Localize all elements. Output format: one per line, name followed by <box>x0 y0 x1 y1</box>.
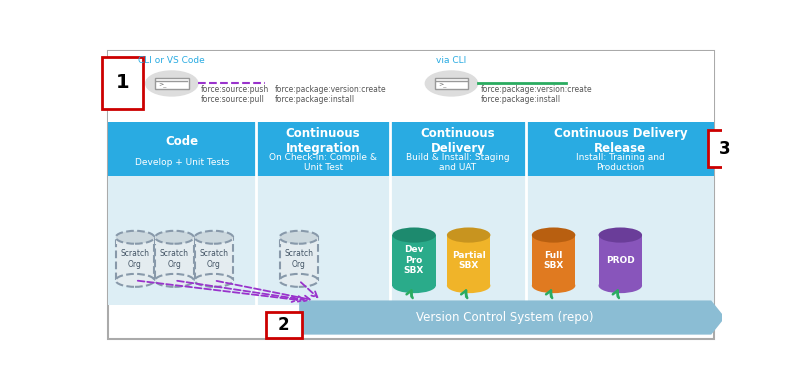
FancyBboxPatch shape <box>532 235 575 286</box>
FancyBboxPatch shape <box>526 176 715 305</box>
Text: Scratch
Org: Scratch Org <box>284 249 314 269</box>
FancyBboxPatch shape <box>526 122 715 176</box>
FancyBboxPatch shape <box>155 78 188 89</box>
Ellipse shape <box>447 227 490 243</box>
Text: Partial
SBX: Partial SBX <box>452 251 485 270</box>
Ellipse shape <box>532 227 575 243</box>
FancyBboxPatch shape <box>447 235 490 243</box>
FancyBboxPatch shape <box>532 235 575 243</box>
Text: Continuous
Delivery: Continuous Delivery <box>421 127 496 156</box>
FancyBboxPatch shape <box>708 130 740 168</box>
Text: Scratch
Org: Scratch Org <box>160 249 189 269</box>
Text: 1: 1 <box>115 73 129 92</box>
FancyBboxPatch shape <box>107 51 715 339</box>
Text: 3: 3 <box>719 140 730 158</box>
FancyBboxPatch shape <box>390 176 526 305</box>
Ellipse shape <box>598 278 642 293</box>
Ellipse shape <box>280 231 318 244</box>
Text: force:package:version:create
force:package:install: force:package:version:create force:packa… <box>274 85 386 104</box>
Text: Scratch
Org: Scratch Org <box>120 249 149 269</box>
FancyBboxPatch shape <box>257 176 390 305</box>
Text: via CLI: via CLI <box>436 56 467 65</box>
FancyBboxPatch shape <box>115 237 154 280</box>
FancyBboxPatch shape <box>155 237 194 280</box>
Ellipse shape <box>280 274 318 287</box>
FancyBboxPatch shape <box>447 235 490 286</box>
FancyBboxPatch shape <box>195 237 233 244</box>
FancyBboxPatch shape <box>155 237 194 244</box>
Text: Dev
Pro
SBX: Dev Pro SBX <box>404 245 424 275</box>
Ellipse shape <box>155 231 194 244</box>
Text: Continuous
Integration: Continuous Integration <box>286 127 360 156</box>
Ellipse shape <box>195 231 233 244</box>
Circle shape <box>146 71 198 96</box>
Ellipse shape <box>392 227 435 243</box>
Text: Develop + Unit Tests: Develop + Unit Tests <box>135 158 229 167</box>
Text: >_: >_ <box>439 82 447 87</box>
FancyBboxPatch shape <box>107 51 715 122</box>
FancyBboxPatch shape <box>102 57 143 109</box>
FancyBboxPatch shape <box>195 237 233 280</box>
Ellipse shape <box>115 274 154 287</box>
Text: Install: Training and
Production: Install: Training and Production <box>576 152 665 172</box>
Text: Full
SBX: Full SBX <box>544 251 564 270</box>
Text: PROD: PROD <box>606 256 634 265</box>
FancyBboxPatch shape <box>265 312 302 338</box>
Text: Scratch
Org: Scratch Org <box>200 249 229 269</box>
FancyBboxPatch shape <box>107 122 257 176</box>
Text: Continuous Delivery
Release: Continuous Delivery Release <box>553 127 687 156</box>
Ellipse shape <box>532 278 575 293</box>
Polygon shape <box>299 300 725 335</box>
Text: force:source:push
force:source:pull: force:source:push force:source:pull <box>201 85 269 104</box>
FancyBboxPatch shape <box>390 122 526 176</box>
FancyBboxPatch shape <box>392 235 435 286</box>
Text: On Check-in: Compile &
Unit Test: On Check-in: Compile & Unit Test <box>269 152 377 172</box>
FancyBboxPatch shape <box>107 176 257 305</box>
Text: force:package:version:create
force:package:install: force:package:version:create force:packa… <box>480 85 592 104</box>
FancyBboxPatch shape <box>598 235 642 243</box>
FancyBboxPatch shape <box>115 237 154 244</box>
Text: Version Control System (repo): Version Control System (repo) <box>416 311 594 324</box>
Ellipse shape <box>447 278 490 293</box>
Circle shape <box>425 71 477 96</box>
FancyBboxPatch shape <box>598 235 642 286</box>
Ellipse shape <box>115 231 154 244</box>
FancyBboxPatch shape <box>435 78 468 89</box>
FancyBboxPatch shape <box>280 237 318 280</box>
Text: >_: >_ <box>159 82 167 87</box>
Ellipse shape <box>392 278 435 293</box>
Text: 2: 2 <box>277 316 290 334</box>
Ellipse shape <box>155 274 194 287</box>
Ellipse shape <box>598 227 642 243</box>
Text: Code: Code <box>165 135 199 148</box>
FancyBboxPatch shape <box>257 122 390 176</box>
Text: CLI or VS Code: CLI or VS Code <box>139 56 205 65</box>
FancyBboxPatch shape <box>280 237 318 244</box>
Text: Build & Install: Staging
and UAT: Build & Install: Staging and UAT <box>407 152 510 172</box>
Ellipse shape <box>195 274 233 287</box>
FancyBboxPatch shape <box>392 235 435 243</box>
